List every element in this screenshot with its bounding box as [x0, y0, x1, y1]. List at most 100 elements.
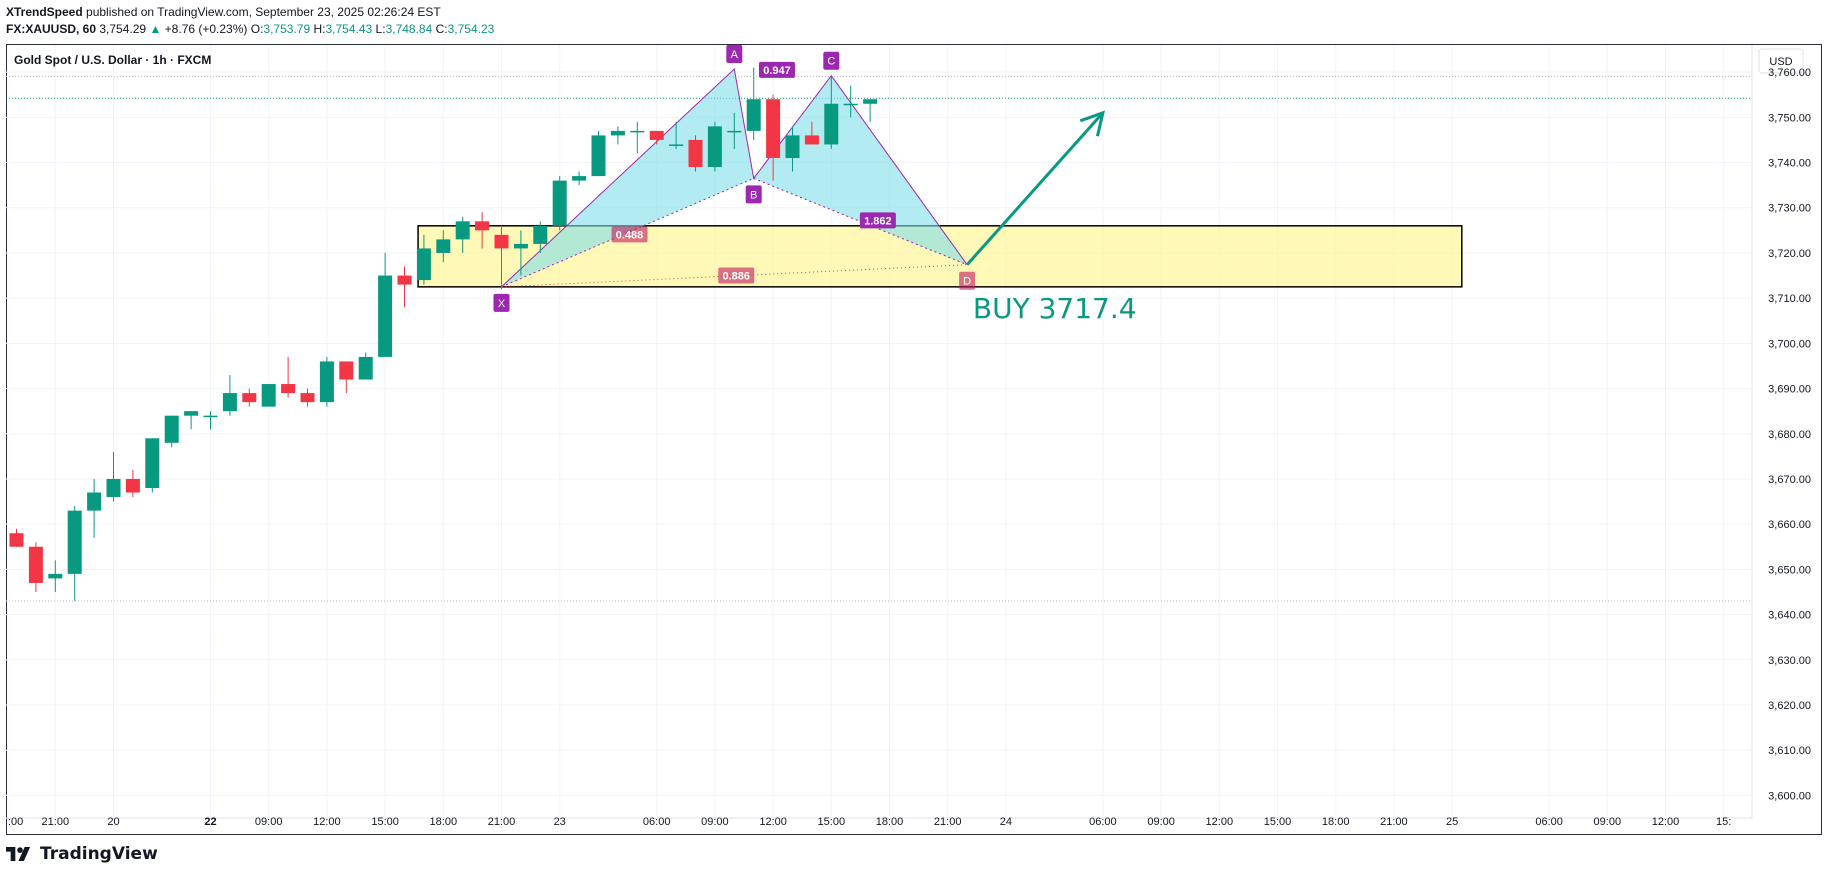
- horizontal-lines: [6, 76, 1752, 602]
- time-tick-label: 22: [204, 816, 216, 828]
- open-label: O:: [250, 22, 264, 36]
- candle-up: [67, 510, 82, 574]
- time-tick-label: 09:00: [701, 816, 729, 828]
- chart-title: Gold Spot / U.S. Dollar · 1h · FXCM: [14, 53, 211, 67]
- author-name[interactable]: XTrendSpeed: [6, 5, 83, 19]
- time-tick-label: 12:00: [313, 816, 341, 828]
- time-tick-label: 12:00: [1206, 816, 1234, 828]
- point-label: D: [963, 276, 971, 288]
- candle-up: [378, 275, 393, 357]
- time-tick-label: 23: [554, 816, 566, 828]
- low-value: 3,748.84: [385, 22, 433, 36]
- time-tick-label: 18:00: [430, 816, 458, 828]
- candle-up: [455, 221, 470, 240]
- xb-ratio-line: [501, 177, 754, 288]
- bcd-triangle: [753, 75, 968, 265]
- open-value: 3,753.79: [263, 22, 311, 36]
- ohlc-line: FX:XAUUSD, 60 3,754.29 ▲ +8.76 (+0.23%) …: [6, 21, 494, 38]
- xab-triangle: [501, 68, 754, 287]
- price-tick-label: 3,630.00: [1768, 655, 1811, 667]
- price-tick-label: 3,620.00: [1768, 700, 1811, 712]
- last-price: 3,754.29: [99, 22, 147, 36]
- candle-up: [203, 415, 218, 418]
- candle-up: [591, 135, 606, 177]
- time-tick-label: :00: [8, 816, 23, 828]
- candle-down: [649, 130, 664, 140]
- ratio-badge: [859, 212, 896, 229]
- time-tick-label: 12:00: [759, 816, 787, 828]
- buy-annotation[interactable]: BUY 3717.4: [973, 292, 1137, 325]
- price-tick-label: 3,640.00: [1768, 610, 1811, 622]
- price-tick-label: 3,680.00: [1768, 429, 1811, 441]
- tradingview-logo-icon: [6, 847, 31, 861]
- candle-up: [746, 99, 761, 131]
- price-tick-label: 3,670.00: [1768, 474, 1811, 486]
- time-tick-label: 09:00: [1147, 816, 1175, 828]
- candle-up: [727, 130, 742, 133]
- candle-up: [222, 393, 237, 412]
- candle-down: [281, 384, 296, 394]
- point-badge: [823, 51, 840, 70]
- symbol-label[interactable]: FX:XAUUSD, 60: [6, 22, 97, 36]
- close-label: C:: [435, 22, 448, 36]
- candle-down: [494, 234, 509, 249]
- candle-up: [843, 103, 858, 106]
- arrow-head: [1079, 110, 1105, 137]
- time-tick-label: 24: [1000, 816, 1012, 828]
- candle-down: [688, 139, 703, 168]
- currency-button[interactable]: USD: [1758, 48, 1804, 74]
- arrow-shaft: [965, 111, 1105, 266]
- time-tick-label: 18:00: [1322, 816, 1350, 828]
- price-tick-label: 3,660.00: [1768, 519, 1811, 531]
- price-tick-label: 3,700.00: [1768, 338, 1811, 350]
- price-tick-label: 3,750.00: [1768, 112, 1811, 124]
- time-tick-label: 12:00: [1652, 816, 1680, 828]
- point-badge: [493, 293, 510, 312]
- candle-up: [436, 239, 451, 253]
- price-tick-label: 3,650.00: [1768, 564, 1811, 576]
- target-arrow[interactable]: [965, 110, 1105, 266]
- time-tick-label: 21:00: [934, 816, 962, 828]
- tradingview-logo-text[interactable]: TradingView: [40, 844, 158, 864]
- time-tick-label: 15:00: [1264, 816, 1292, 828]
- candle-up: [164, 415, 179, 443]
- ratio-labels: 0.947 0.488 1.862 0.886: [611, 61, 896, 284]
- high-value: 3,754.43: [325, 22, 373, 36]
- price-tick-label: 3,600.00: [1768, 790, 1811, 802]
- time-tick-label: 06:00: [1535, 816, 1563, 828]
- ratio-text: 0.488: [616, 229, 644, 241]
- candle-up: [610, 130, 625, 136]
- candle-down: [804, 135, 819, 145]
- candle-up: [319, 361, 334, 403]
- time-tick-label: 15:00: [818, 816, 846, 828]
- candle-up: [707, 126, 722, 168]
- candle-up: [533, 225, 548, 244]
- price-axis[interactable]: 3,600.00 3,610.00 3,620.00 3,630.00 3,640.00…: [1751, 45, 1811, 818]
- price-tick-label: 3,760.00: [1768, 67, 1811, 79]
- candle-up: [184, 411, 199, 416]
- candle-up: [785, 135, 800, 159]
- price-tick-label: 3,710.00: [1768, 293, 1811, 305]
- footer: TradingView: [6, 843, 158, 865]
- ratio-badge: [718, 267, 755, 284]
- price-tick-label: 3,720.00: [1768, 248, 1811, 260]
- time-tick-label: 25: [1446, 816, 1458, 828]
- candle-down: [475, 221, 490, 231]
- price-change: +8.76 (+0.23%): [164, 22, 248, 36]
- time-tick-label: 21:00: [42, 816, 70, 828]
- candle-up: [669, 144, 684, 146]
- point-badge: [745, 185, 762, 204]
- point-badge: [726, 44, 743, 63]
- close-value: 3,754.23: [447, 22, 495, 36]
- low-label: L:: [375, 22, 386, 36]
- candle-down: [242, 393, 257, 403]
- chart-frame[interactable]: [6, 44, 1822, 835]
- candle-up: [630, 130, 645, 133]
- time-tick-label: 15:00: [371, 816, 399, 828]
- candle-up: [416, 248, 431, 281]
- time-axis[interactable]: :00 21:00 20 22 09:00 12:00 15:00 18:00 21:00 23 0…: [6, 816, 1752, 828]
- candle-up: [87, 492, 102, 511]
- price-tick-label: 3,730.00: [1768, 203, 1811, 215]
- grid-lines: [6, 45, 1752, 818]
